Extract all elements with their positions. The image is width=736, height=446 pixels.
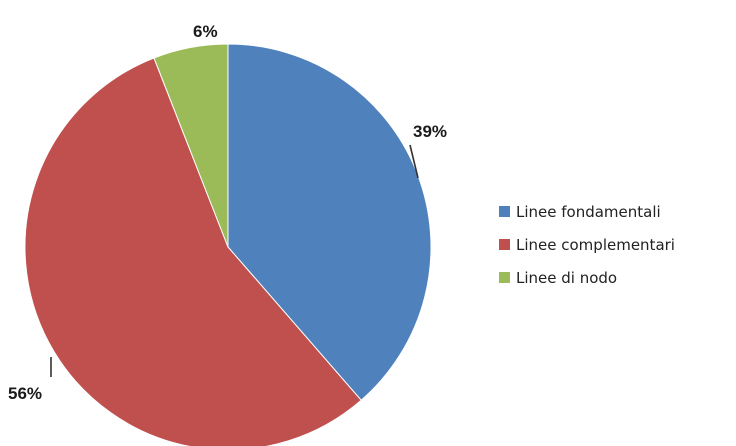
legend-swatch-linee-fondamentali	[499, 206, 510, 217]
leader-lines	[50, 144, 419, 377]
legend-swatch-linee-di-nodo	[499, 272, 510, 283]
legend-label-linee-complementari: Linee complementari	[516, 236, 675, 254]
data-labels: 39% 56% 6%	[8, 22, 447, 403]
legend-label-linee-fondamentali: Linee fondamentali	[516, 203, 661, 221]
legend-swatch-linee-complementari	[499, 239, 510, 250]
leader-line-linee-fondamentali	[409, 144, 419, 179]
data-label-linee-complementari: 56%	[8, 384, 42, 403]
pie-slice-linee-di-nodo	[153, 43, 229, 248]
data-label-linee-fondamentali: 39%	[413, 122, 447, 141]
pie-slice-linee-complementari	[24, 57, 362, 446]
data-label-linee-di-nodo: 6%	[193, 22, 218, 41]
pie-slices	[24, 43, 432, 446]
legend: Linee fondamentali Linee complementari Lin…	[499, 203, 675, 287]
legend-label-linee-di-nodo: Linee di nodo	[516, 269, 617, 287]
